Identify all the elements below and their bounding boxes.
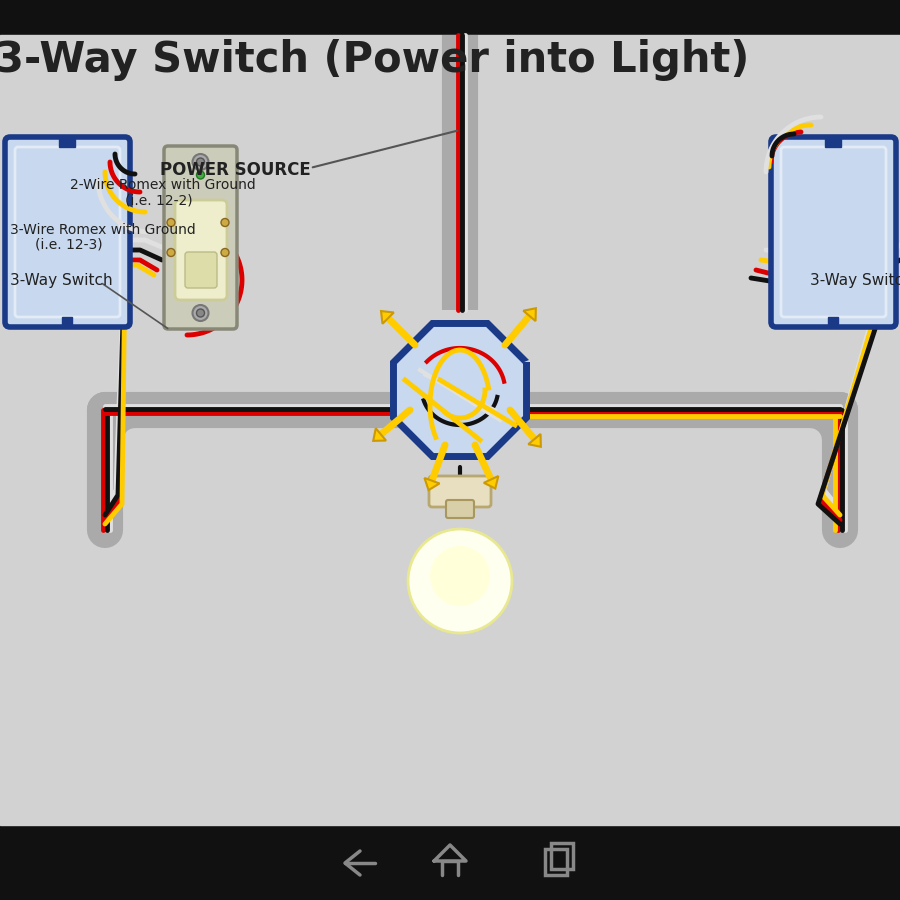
Bar	[59, 137, 75, 147]
Circle shape	[430, 546, 490, 606]
Text: (i.e. 12-3): (i.e. 12-3)	[35, 238, 103, 252]
Circle shape	[408, 529, 512, 633]
Polygon shape	[523, 308, 536, 321]
FancyBboxPatch shape	[429, 476, 491, 507]
Text: (i.e. 12-2): (i.e. 12-2)	[125, 193, 193, 207]
Circle shape	[221, 219, 229, 227]
FancyBboxPatch shape	[164, 146, 237, 329]
Bar	[825, 137, 841, 147]
Text: POWER SOURCE: POWER SOURCE	[160, 161, 310, 179]
Polygon shape	[381, 311, 394, 324]
FancyBboxPatch shape	[175, 200, 227, 300]
Circle shape	[196, 309, 204, 317]
FancyBboxPatch shape	[446, 500, 474, 518]
Circle shape	[196, 171, 204, 179]
Bar	[0, 0, 900, 35]
Bar	[0, 825, 900, 900]
Circle shape	[167, 219, 175, 227]
Circle shape	[193, 305, 209, 321]
Text: 2-Wire Romex with Ground: 2-Wire Romex with Ground	[70, 178, 256, 192]
Circle shape	[167, 248, 175, 256]
Circle shape	[416, 537, 504, 625]
Circle shape	[193, 154, 209, 170]
Circle shape	[221, 248, 229, 256]
FancyBboxPatch shape	[5, 137, 130, 327]
Bar	[828, 317, 838, 327]
Bar	[0, 35, 900, 825]
Text: 3-Way Switch (Power into Light): 3-Way Switch (Power into Light)	[0, 39, 750, 81]
FancyBboxPatch shape	[771, 137, 896, 327]
Polygon shape	[484, 476, 499, 489]
FancyBboxPatch shape	[185, 252, 217, 288]
Polygon shape	[393, 323, 526, 456]
Polygon shape	[528, 434, 541, 446]
Circle shape	[196, 158, 204, 166]
Text: 3-Way Switch: 3-Way Switch	[10, 273, 112, 287]
Polygon shape	[425, 478, 439, 491]
Polygon shape	[374, 428, 386, 441]
Text: 3-Way Switch: 3-Way Switch	[810, 273, 900, 287]
Text: 3-Wire Romex with Ground: 3-Wire Romex with Ground	[10, 223, 196, 237]
Bar	[62, 317, 72, 327]
